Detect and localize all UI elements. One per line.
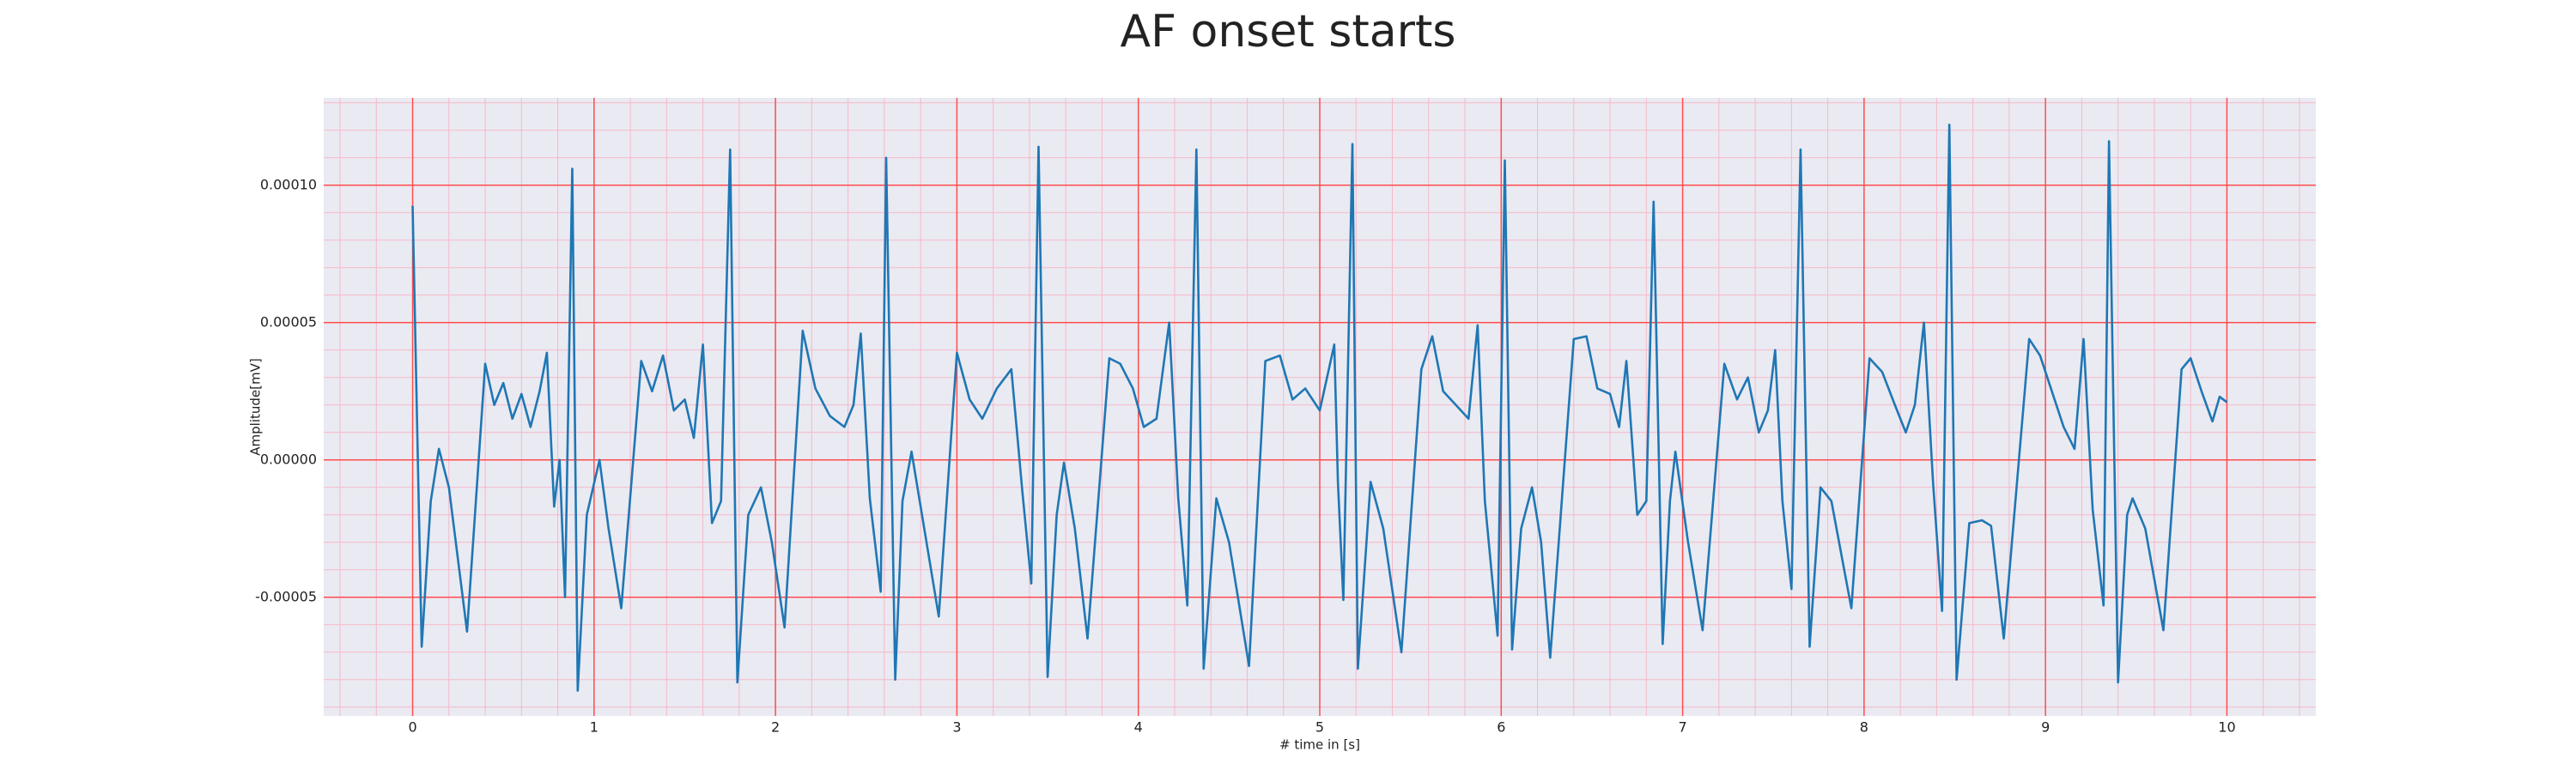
x-tick-label: 9	[2041, 719, 2050, 736]
x-tick-label: 8	[1860, 719, 1868, 736]
x-tick-label: 0	[408, 719, 416, 736]
y-tick-label: -0.00005	[255, 588, 317, 604]
chart-title: AF onset starts	[1121, 6, 1456, 58]
x-tick-label: 3	[952, 719, 961, 736]
y-tick-label: 0.00000	[260, 451, 317, 467]
y-tick-label: 0.00005	[260, 313, 317, 330]
x-tick-label: 2	[771, 719, 780, 736]
y-axis-label: Amplitude[mV]	[248, 358, 264, 455]
signal-line	[411, 124, 2228, 692]
x-tick-label: 7	[1678, 719, 1686, 736]
x-tick-label: 5	[1315, 719, 1324, 736]
x-tick-label: 1	[590, 719, 598, 736]
x-tick-label: 4	[1134, 719, 1143, 736]
x-tick-label: 6	[1497, 719, 1505, 736]
y-tick-label: 0.00010	[260, 176, 317, 192]
x-tick-label: 10	[2218, 719, 2235, 736]
x-axis-label: # time in [s]	[1279, 737, 1360, 753]
